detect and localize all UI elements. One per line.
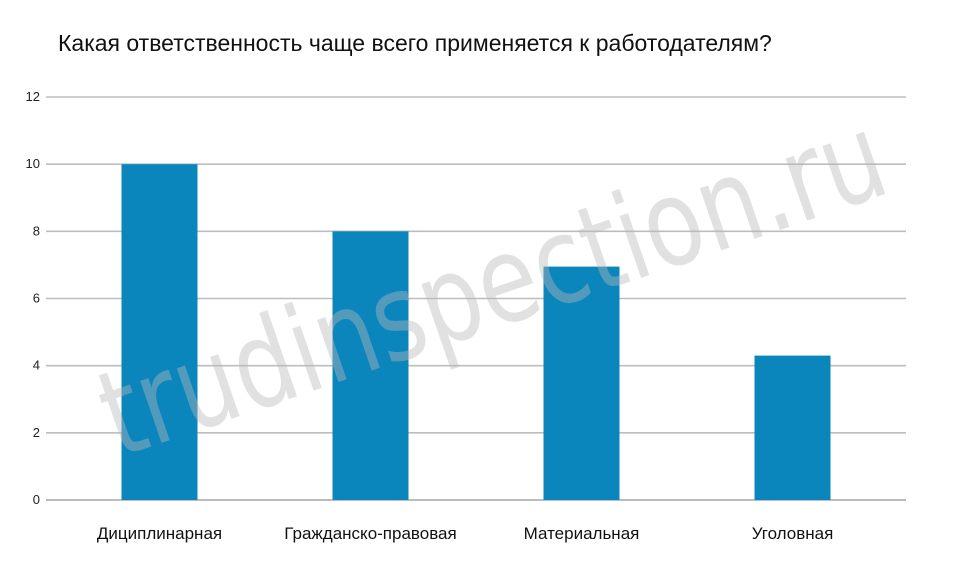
y-tick-label: 12 <box>26 89 40 104</box>
bar <box>121 164 198 500</box>
y-tick-label: 0 <box>33 492 40 507</box>
bar <box>754 355 831 500</box>
y-tick-label: 10 <box>26 156 40 171</box>
bar <box>332 231 409 501</box>
labels-layer: 0 2 4 6 8 10 12 Дициплинарная Гражданско-правова… <box>26 89 834 543</box>
y-tick-label: 6 <box>33 291 40 306</box>
y-tick-label: 2 <box>33 425 40 440</box>
category-label: Дициплинарная <box>97 524 222 543</box>
y-tick-label: 8 <box>33 223 40 238</box>
category-label: Гражданско-правовая <box>284 524 456 543</box>
category-label: Материальная <box>524 524 640 543</box>
bar <box>543 266 620 500</box>
bars-layer <box>121 164 831 501</box>
chart-title: Какая ответственность чаще всего применя… <box>58 30 772 56</box>
y-tick-label: 4 <box>33 358 40 373</box>
category-label: Уголовная <box>752 524 834 543</box>
